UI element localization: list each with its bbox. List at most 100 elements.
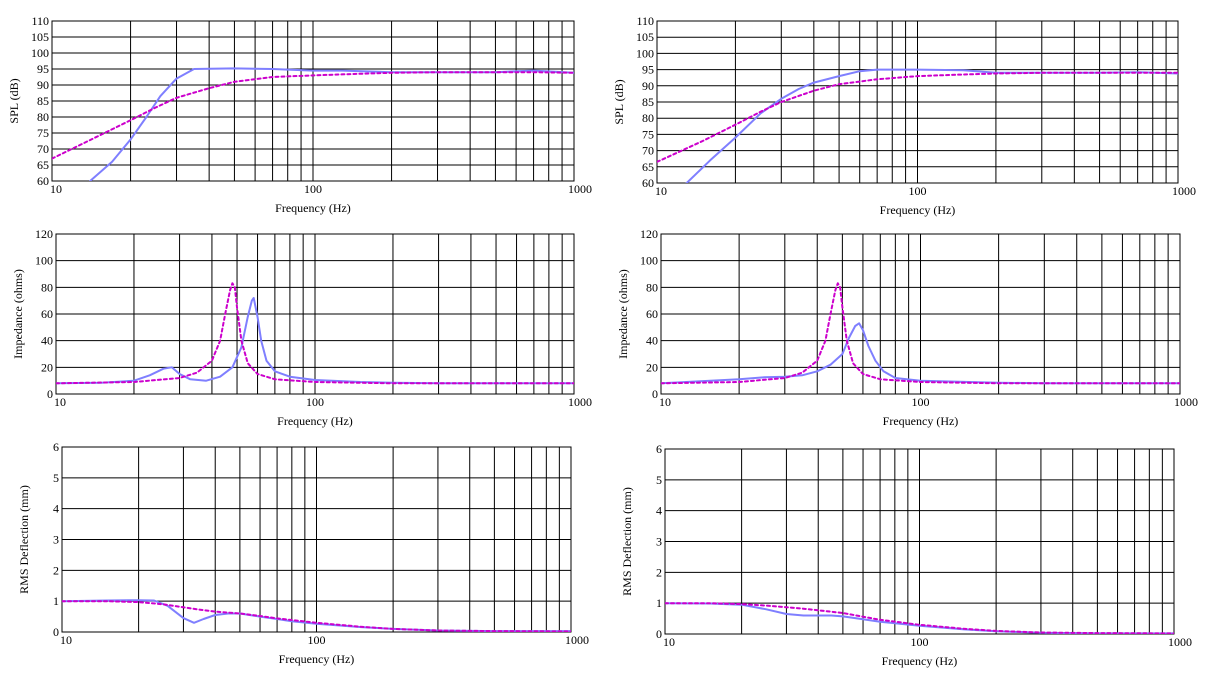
y-tick-label: 60 [41,307,53,321]
y-tick-label: 5 [656,473,662,487]
y-axis-label: RMS Deflection (mm) [17,485,31,594]
y-tick-label: 3 [53,533,59,547]
x-tick-label: 100 [308,633,326,647]
y-tick-label: 4 [656,504,662,518]
y-tick-label: 3 [656,535,662,549]
x-tick-label: 100 [306,395,324,409]
x-tick-label: 10 [50,182,62,196]
y-tick-label: 85 [642,95,654,109]
y-tick-label: 20 [646,360,658,374]
y-axis-label: RMS Deflection (mm) [620,487,634,596]
chart-impedance-right: 0 20 40 60 80 100 120 10 100 1000 Frequency (Hz) Im… [616,227,1198,428]
chart-impedance-left: 0 20 40 60 80 100 120 10 100 1000 Frequency (Hz) Im… [11,227,592,428]
y-tick-label: 60 [37,174,49,188]
series-line-dotted [657,71,1178,163]
y-tick-label: 105 [31,30,49,44]
y-tick-label: 100 [640,254,658,268]
chart-spl-right: 60 65 70 75 80 85 90 95 100 105 110 10 100 1000 Freque… [612,14,1196,217]
y-tick-label: 95 [642,63,654,77]
grid-lines [656,20,1179,184]
grid-lines [664,448,1175,635]
x-tick-label: 10 [655,184,667,198]
plot-frame [660,233,1181,395]
y-tick-label: 6 [53,440,59,454]
y-tick-label: 100 [636,46,654,60]
y-tick-label: 60 [646,307,658,321]
y-tick-label: 80 [37,110,49,124]
x-tick-label: 10 [659,395,671,409]
x-tick-label: 1000 [1168,635,1192,649]
x-axis-label: Frequency (Hz) [277,414,353,428]
y-tick-label: 2 [656,565,662,579]
y-axis-label: SPL (dB) [612,79,626,124]
y-tick-label: 80 [642,111,654,125]
y-tick-label: 70 [642,144,654,158]
y-tick-label: 6 [656,442,662,456]
plot-frame [656,20,1179,184]
y-axis-label: SPL (dB) [7,78,21,123]
plot-frame [664,448,1175,635]
y-tick-label: 0 [47,387,53,401]
y-tick-label: 1 [656,596,662,610]
y-tick-label: 90 [37,78,49,92]
x-axis-label: Frequency (Hz) [279,652,355,666]
chart-deflection-right: 0 1 2 3 4 5 6 10 100 1000 Frequency (Hz) RMS Deflec… [620,442,1192,668]
y-tick-label: 40 [646,334,658,348]
y-tick-label: 65 [642,160,654,174]
y-tick-label: 20 [41,360,53,374]
y-tick-label: 110 [31,14,49,28]
y-tick-label: 4 [53,502,59,516]
grid-lines [61,446,572,633]
y-tick-label: 0 [53,625,59,639]
plot-frame [61,446,572,633]
y-tick-label: 80 [41,280,53,294]
y-tick-label: 40 [41,334,53,348]
y-tick-label: 75 [37,126,49,140]
y-tick-label: 120 [640,227,658,241]
x-tick-label: 100 [911,635,929,649]
y-tick-label: 120 [35,227,53,241]
series-line-dotted [661,282,1180,385]
x-axis-label: Frequency (Hz) [882,654,958,668]
x-tick-label: 1000 [568,395,592,409]
grid-lines [51,20,575,182]
series-line-dotted [665,602,1174,634]
y-tick-label: 100 [31,46,49,60]
y-tick-label: 75 [642,127,654,141]
y-tick-label: 0 [656,627,662,641]
grid-lines [55,233,575,395]
chart-spl-left: 60 65 70 75 80 85 90 95 100 105 110 10 100 1000 Freque… [7,14,592,215]
x-tick-label: 100 [912,395,930,409]
y-tick-label: 1 [53,594,59,608]
chart-deflection-left: 0 1 2 3 4 5 6 10 100 1000 Frequency (Hz) RMS Deflec… [17,440,589,666]
y-tick-label: 95 [37,62,49,76]
y-axis-label: Impedance (ohms) [11,269,25,359]
y-tick-label: 105 [636,30,654,44]
x-tick-label: 10 [663,635,675,649]
y-axis-label: Impedance (ohms) [616,269,630,359]
x-axis-label: Frequency (Hz) [275,201,351,215]
y-tick-label: 0 [652,387,658,401]
y-tick-label: 65 [37,158,49,172]
series-line-dotted [62,600,571,632]
y-tick-label: 100 [35,254,53,268]
y-tick-label: 110 [636,14,654,28]
y-tick-label: 60 [642,176,654,190]
y-tick-label: 70 [37,142,49,156]
plot-frame [55,233,575,395]
grid-lines [660,233,1181,395]
series-line-dotted [56,282,574,385]
x-tick-label: 10 [60,633,72,647]
x-tick-label: 100 [304,182,322,196]
series-line-solid [661,322,1180,385]
y-tick-label: 5 [53,471,59,485]
x-axis-label: Frequency (Hz) [880,203,956,217]
y-tick-label: 90 [642,79,654,93]
plot-frame [51,20,575,182]
y-tick-label: 80 [646,280,658,294]
x-tick-label: 1000 [1174,395,1198,409]
y-tick-label: 2 [53,563,59,577]
x-tick-label: 1000 [1172,184,1196,198]
series-line-dotted [52,71,574,160]
